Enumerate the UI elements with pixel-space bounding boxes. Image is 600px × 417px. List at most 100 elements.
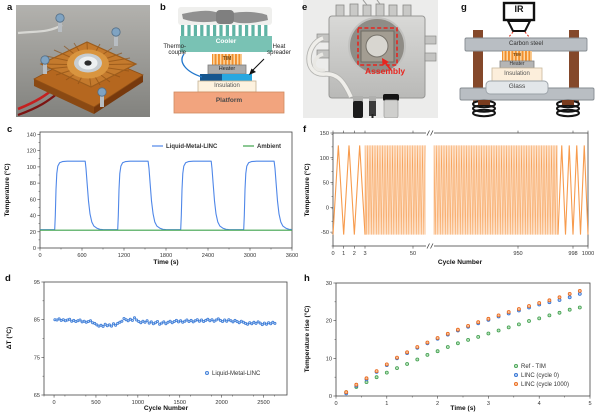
chamber-photo-art	[303, 0, 438, 119]
ir-schematic: IR Carbon steel TIM Heater Insulation Gl…	[440, 0, 600, 118]
svg-text:0: 0	[52, 400, 55, 406]
chamber-photo: Assembly	[303, 0, 438, 119]
svg-text:4: 4	[538, 401, 541, 407]
spring-cap-left	[478, 100, 490, 105]
heater-label-g: Heater	[509, 60, 525, 67]
tim-label-g: TIM	[513, 52, 521, 57]
cooler-schematic-art	[173, 7, 285, 114]
tim-layer-g	[502, 51, 532, 61]
ir-label: IR	[514, 4, 524, 14]
series-Liquid-Metal-LINC	[40, 160, 293, 231]
assembly-highlight-box	[357, 27, 398, 66]
carbon-steel-label: Carbon steel	[508, 41, 544, 47]
svg-text:2000: 2000	[215, 400, 227, 406]
heat-spreader-label: Heat spreader	[267, 44, 291, 57]
cooler-fins	[181, 25, 268, 36]
svg-text:Time (s): Time (s)	[450, 405, 475, 412]
svg-text:-50: -50	[321, 230, 329, 236]
svg-text:950: 950	[513, 251, 522, 257]
ir-beam-left	[507, 31, 514, 39]
svg-text:3: 3	[487, 401, 490, 407]
top-fittings	[335, 3, 412, 18]
chart-h-svg: 0 1 2 3 4 5 0 10 20 30 Time (s) Temperature rise (°…	[303, 281, 592, 412]
panel-label-h: h	[304, 273, 310, 284]
white-tube	[307, 36, 353, 98]
chart-c-svg: 0 600 1200 1800 2400 3000 3600 0 20 40 60 80 100 120 1…	[3, 131, 298, 266]
svg-text:3600: 3600	[286, 253, 298, 259]
svg-text:5: 5	[588, 401, 591, 407]
svg-text:500: 500	[91, 400, 100, 406]
svg-text:1500: 1500	[174, 400, 186, 406]
platform-block	[173, 91, 285, 114]
svg-text:Temperature (°C): Temperature (°C)	[303, 163, 311, 216]
svg-text:LINC (cycle 1000): LINC (cycle 1000)	[521, 382, 569, 388]
svg-text:30: 30	[326, 281, 332, 287]
svg-text:LINC (cycle 0): LINC (cycle 0)	[521, 373, 559, 379]
svg-text:1200: 1200	[118, 253, 130, 259]
chart-f-svg: -50 0 50 100 150 0 1 2 3 50 950 998 1000 Cycle Number…	[303, 130, 594, 266]
panel-label-b: b	[160, 2, 166, 13]
chart-temperature-rise: 0 1 2 3 4 5 0 10 20 30 Time (s) Temperature rise (°…	[300, 267, 600, 417]
chart-d-svg: 0 500 1000 1500 2000 2500 65 75 85 95 Cycle Number…	[5, 280, 288, 412]
corner-screws	[40, 13, 121, 107]
spring-cap-right	[562, 100, 574, 105]
wave-dense-left	[364, 145, 426, 235]
svg-text:Temperature (°C): Temperature (°C)	[3, 163, 11, 216]
svg-text:0: 0	[334, 401, 337, 407]
svg-text:10: 10	[326, 356, 332, 362]
glass-label: Glass	[508, 83, 526, 90]
svg-text:Liquid-Metal-LINC: Liquid-Metal-LINC	[166, 144, 218, 150]
svg-text:Temperature rise (°C): Temperature rise (°C)	[303, 306, 311, 373]
svg-text:2400: 2400	[202, 253, 214, 259]
svg-text:1000: 1000	[132, 400, 144, 406]
svg-text:85: 85	[34, 318, 40, 324]
svg-text:3000: 3000	[244, 253, 256, 259]
svg-text:95: 95	[34, 280, 40, 286]
assembly-arrow	[382, 58, 392, 71]
svg-text:60: 60	[30, 197, 36, 203]
svg-text:100: 100	[27, 165, 36, 171]
assembly-label: Assembly	[365, 66, 406, 76]
svg-text:2: 2	[436, 401, 439, 407]
bottom-connectors	[353, 94, 399, 119]
panel-label-f: f	[303, 124, 307, 135]
chart-temperature-cycling: 0 600 1200 1800 2400 3000 3600 0 20 40 60 80 100 120 1…	[0, 118, 300, 267]
chart-thermal-cycles: -50 0 50 100 150 0 1 2 3 50 950 998 1000 Cycle Number…	[300, 118, 600, 267]
panel-label-d: d	[5, 273, 11, 284]
series-LINC (cycle 1000)	[344, 288, 582, 395]
assembly-window	[365, 34, 389, 58]
svg-text:0: 0	[331, 251, 334, 257]
insulation-label-g: Insulation	[504, 71, 530, 77]
svg-text:140: 140	[27, 132, 36, 138]
wave-dense-right	[433, 145, 559, 235]
tim-label: TIM	[222, 55, 232, 62]
platform-label: Platform	[215, 97, 243, 104]
svg-text:ΔT (°C): ΔT (°C)	[5, 327, 13, 349]
thermocouple-wire	[181, 53, 203, 78]
series-Ref - TIM	[344, 305, 582, 395]
glass-block	[485, 80, 549, 95]
svg-text:20: 20	[326, 319, 332, 325]
heat-spreader-block	[200, 74, 252, 81]
svg-text:65: 65	[34, 393, 40, 399]
cooler-block	[180, 36, 272, 52]
svg-text:600: 600	[77, 253, 86, 259]
svg-text:Cycle Number: Cycle Number	[438, 259, 483, 266]
cooler-schematic: Cooler TIM Heater Insulation Platform Th…	[150, 0, 300, 118]
cooler-label: Cooler	[215, 38, 237, 45]
ir-beam-right	[524, 31, 531, 39]
heatsink-photo-art	[16, 5, 150, 117]
svg-text:998: 998	[568, 251, 577, 257]
svg-text:0: 0	[329, 394, 332, 400]
svg-text:2500: 2500	[257, 400, 269, 406]
insulation-label: Insulation	[214, 83, 240, 89]
svg-text:Ambient: Ambient	[257, 144, 281, 150]
fan-icon	[178, 7, 272, 25]
svg-text:0: 0	[326, 205, 329, 211]
thermocouple-label: Thermo-couple	[163, 44, 186, 57]
series-LINC (cycle 0)	[344, 291, 582, 396]
svg-text:1: 1	[385, 401, 388, 407]
svg-text:100: 100	[320, 156, 329, 162]
svg-text:Liquid-Metal-LINC: Liquid-Metal-LINC	[212, 371, 261, 377]
